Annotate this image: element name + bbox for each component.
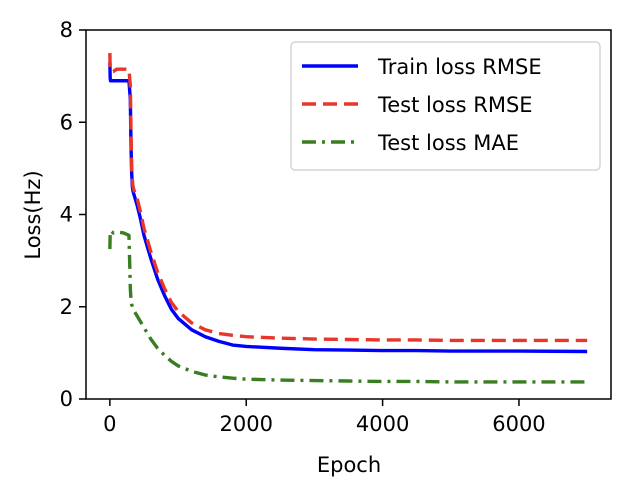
y-tick-label: 4 (60, 203, 73, 227)
y-tick-label: 2 (60, 295, 73, 319)
x-tick-label: 6000 (492, 412, 545, 436)
y-axis-title: Loss(Hz) (21, 170, 45, 259)
ticks-layer: 0 2000 4000 6000 0 2 4 6 8 (60, 18, 546, 436)
y-tick-label: 8 (60, 18, 73, 42)
y-tick-label: 0 (60, 387, 73, 411)
x-tick-label: 0 (103, 412, 116, 436)
series-line-0 (108, 62, 588, 354)
x-tick-label: 4000 (356, 412, 409, 436)
series-layer (108, 53, 588, 384)
series-line-2 (108, 228, 588, 384)
x-axis-title: Epoch (317, 453, 381, 477)
legend-label-0: Train loss RMSE (377, 55, 542, 79)
legend: Train loss RMSE Test loss RMSE Test loss M… (290, 41, 601, 171)
series-line-1 (108, 53, 588, 343)
x-tick-label: 2000 (220, 412, 273, 436)
legend-label-1: Test loss RMSE (377, 93, 533, 117)
legend-label-2: Test loss MAE (377, 131, 519, 155)
legend-box (290, 41, 601, 171)
y-tick-label: 6 (60, 110, 73, 134)
